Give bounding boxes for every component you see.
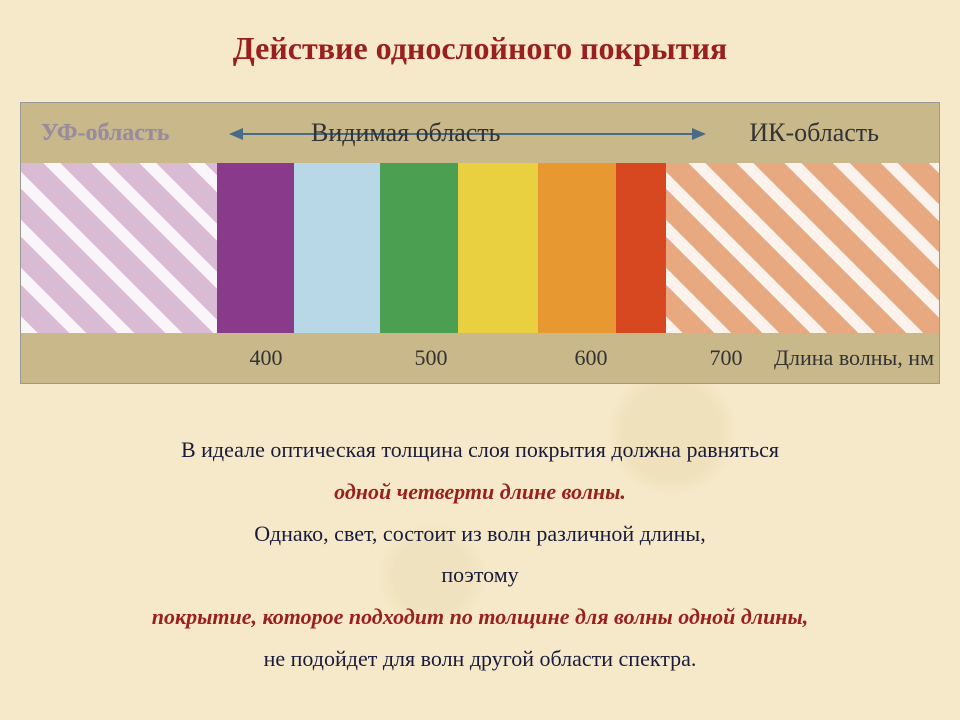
spectrum-band-0 [21,163,217,333]
spectrum-diagram: УФ-область Видимая область ИК-область Дл… [20,102,940,384]
page-title: Действие однослойного покрытия [0,30,960,67]
spectrum-band-6 [616,163,666,333]
body-line-6: не подойдет для волн другой области спек… [30,638,930,680]
body-line-4: поэтому [30,554,930,596]
uv-region-label: УФ-область [41,120,169,147]
wavelength-tick-400: 400 [250,345,283,371]
body-text: В идеале оптическая толщина слоя покрыти… [0,429,960,680]
slide-content: Действие однослойного покрытия УФ-област… [0,0,960,720]
wavelength-tick-500: 500 [415,345,448,371]
body-line-1: В идеале оптическая толщина слоя покрыти… [30,429,930,471]
body-line-3: Однако, свет, состоит из волн различной … [30,513,930,555]
visible-region-label: Видимая область [311,118,501,148]
spectrum-region-labels: УФ-область Видимая область ИК-область [21,103,939,163]
body-line-5: покрытие, которое подходит по толщине дл… [30,596,930,638]
ir-region-label: ИК-область [749,118,879,148]
wavelength-tick-700: 700 [710,345,743,371]
wavelength-axis: Длина волны, нм 400 500 600 700 [21,333,939,383]
spectrum-bands [21,163,939,333]
spectrum-band-2 [294,163,380,333]
spectrum-band-4 [458,163,538,333]
spectrum-band-3 [380,163,458,333]
spectrum-band-7 [666,163,939,333]
axis-label: Длина волны, нм [774,345,934,371]
spectrum-band-5 [538,163,616,333]
wavelength-tick-600: 600 [575,345,608,371]
body-line-2: одной четверти длине волны. [30,471,930,513]
spectrum-band-1 [217,163,295,333]
